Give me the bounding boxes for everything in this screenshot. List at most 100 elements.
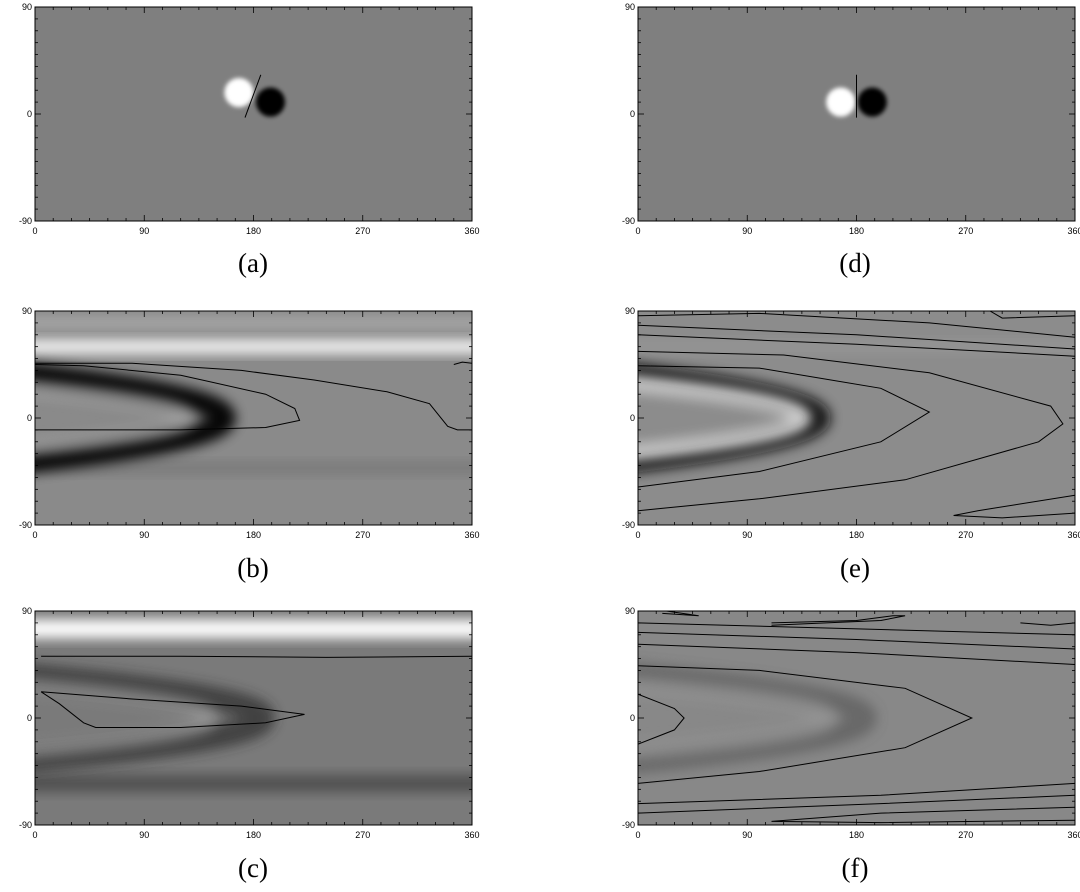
- x-tick-label: 0: [32, 830, 37, 840]
- x-tick-label: 0: [635, 830, 640, 840]
- panel-caption: (b): [237, 553, 268, 583]
- x-tick-label: 270: [958, 226, 973, 236]
- white-spot: [826, 87, 856, 117]
- x-tick-label: 270: [355, 226, 370, 236]
- contour-line: [453, 361, 472, 365]
- x-tick-label: 360: [1067, 226, 1080, 236]
- panel-caption: (d): [839, 248, 870, 278]
- y-tick-label: 0: [27, 109, 32, 119]
- panel-caption: (e): [840, 553, 870, 583]
- y-tick-label: -90: [622, 216, 635, 226]
- latitude-band: [35, 775, 472, 792]
- latitude-band: [35, 461, 472, 474]
- x-tick-label: 180: [849, 226, 864, 236]
- shading-arc: [35, 664, 275, 772]
- x-tick-label: 360: [1067, 530, 1080, 540]
- y-tick-label: 0: [630, 713, 635, 723]
- x-tick-label: 180: [849, 830, 864, 840]
- contour-line: [638, 794, 1075, 814]
- x-tick-label: 90: [742, 530, 752, 540]
- x-tick-label: 90: [139, 226, 149, 236]
- y-tick-label: 90: [625, 306, 635, 316]
- contour-line: [638, 622, 1075, 636]
- latitude-band: [35, 316, 472, 329]
- y-tick-label: -90: [19, 216, 32, 226]
- y-tick-label: 90: [22, 2, 32, 12]
- x-tick-label: 90: [139, 830, 149, 840]
- contour-line: [638, 365, 931, 488]
- y-tick-label: 0: [630, 109, 635, 119]
- x-tick-label: 360: [464, 530, 479, 540]
- contour-line: [40, 691, 305, 728]
- x-tick-label: 0: [32, 530, 37, 540]
- panel-caption: (c): [238, 853, 268, 883]
- x-tick-label: 270: [958, 530, 973, 540]
- latitude-band: [35, 619, 472, 639]
- contour-line: [989, 311, 1075, 319]
- y-tick-label: 90: [625, 2, 635, 12]
- y-tick-label: -90: [19, 520, 32, 530]
- x-tick-label: 90: [139, 530, 149, 540]
- white-spot: [224, 78, 254, 108]
- x-tick-label: 360: [464, 226, 479, 236]
- contour-line: [638, 334, 1075, 357]
- x-tick-label: 0: [635, 226, 640, 236]
- panel-caption: (a): [238, 248, 268, 278]
- contour-line: [662, 611, 699, 617]
- contour-line: [244, 74, 262, 118]
- contour-line: [638, 693, 685, 745]
- y-tick-label: 90: [625, 606, 635, 616]
- x-tick-label: 0: [635, 530, 640, 540]
- black-spot: [255, 87, 286, 117]
- y-tick-label: -90: [19, 820, 32, 830]
- shading-arc: [35, 380, 195, 456]
- y-tick-label: -90: [622, 820, 635, 830]
- x-tick-label: 90: [742, 226, 752, 236]
- contour-line: [638, 324, 1075, 350]
- y-tick-label: 0: [630, 413, 635, 423]
- x-tick-label: 180: [246, 830, 261, 840]
- x-tick-label: 180: [849, 530, 864, 540]
- y-tick-label: 90: [22, 606, 32, 616]
- x-tick-label: 180: [246, 226, 261, 236]
- y-tick-label: -90: [622, 520, 635, 530]
- contour-line: [771, 615, 906, 626]
- x-tick-label: 270: [958, 830, 973, 840]
- y-tick-label: 90: [22, 306, 32, 316]
- contour-line: [638, 631, 1075, 650]
- y-tick-label: 0: [27, 713, 32, 723]
- x-tick-label: 90: [742, 830, 752, 840]
- shading-arc: [638, 363, 831, 473]
- shading-arc: [638, 676, 837, 760]
- y-tick-label: 0: [27, 413, 32, 423]
- x-tick-label: 180: [246, 530, 261, 540]
- x-tick-label: 270: [355, 830, 370, 840]
- contour-line: [638, 350, 1064, 512]
- contour-line: [35, 362, 472, 431]
- x-tick-label: 0: [32, 226, 37, 236]
- contour-line: [41, 655, 472, 658]
- shading-arc: [638, 375, 811, 461]
- panel-caption: (f): [842, 853, 869, 883]
- contour-line: [953, 494, 1075, 519]
- contour-line: [638, 643, 1075, 665]
- contour-line: [638, 665, 974, 784]
- latitude-band: [35, 339, 472, 354]
- x-tick-label: 360: [1067, 830, 1080, 840]
- shading-arc: [35, 677, 218, 759]
- contour-line: [638, 782, 1075, 805]
- contour-line: [35, 364, 301, 431]
- contour-line: [771, 806, 1075, 824]
- x-tick-label: 360: [464, 830, 479, 840]
- black-spot: [857, 87, 887, 117]
- field-background: [35, 7, 472, 221]
- shading-arc: [35, 363, 236, 473]
- x-tick-label: 270: [355, 530, 370, 540]
- shading-arc: [638, 663, 877, 773]
